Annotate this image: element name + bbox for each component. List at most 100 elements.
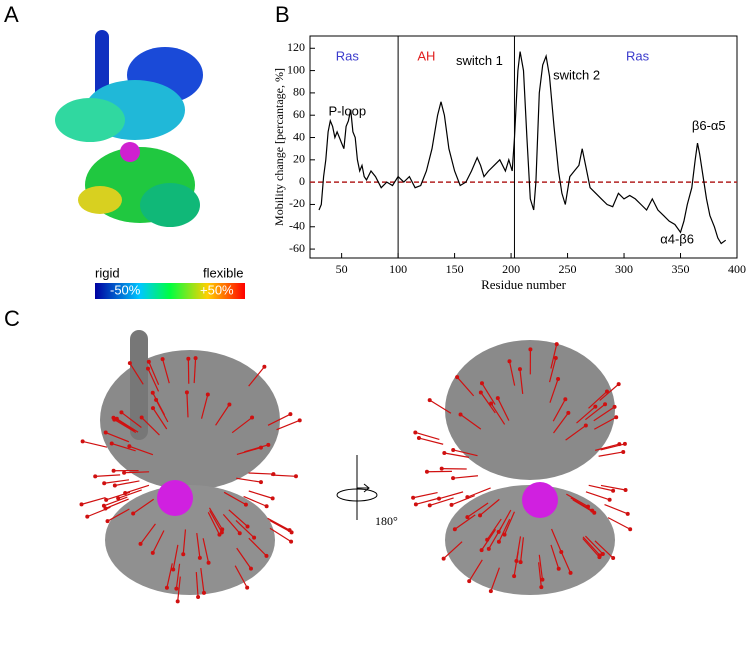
arrow (576, 406, 596, 424)
arrow-head (465, 495, 470, 500)
arrow-head (553, 355, 558, 360)
arrow (215, 404, 230, 426)
annotation: AH (417, 49, 435, 64)
arrow-head (496, 539, 501, 544)
arrow-head (237, 531, 242, 536)
arrow (236, 477, 262, 483)
arrow-head (478, 513, 483, 518)
arrow (124, 484, 150, 494)
arrow-head (413, 430, 418, 435)
arrow (222, 513, 241, 534)
arrow-head (427, 503, 432, 508)
arrow-head (186, 356, 191, 361)
arrow-head (566, 410, 571, 415)
arrow-head (411, 495, 416, 500)
arrow-head (289, 530, 294, 535)
panel-label: B (275, 2, 290, 27)
arrow (162, 358, 170, 384)
arrow-head (583, 423, 588, 428)
arrow-head (621, 449, 626, 454)
arrow (267, 517, 290, 531)
arrow-head (111, 468, 116, 473)
arrow-head (109, 441, 114, 446)
arrow (415, 497, 441, 505)
arrow-head (625, 511, 630, 516)
arrow (598, 451, 624, 457)
arrow-head (243, 502, 248, 507)
arrow-head (289, 539, 294, 544)
arrow (243, 495, 267, 507)
arrow (519, 369, 524, 395)
arrow (559, 549, 572, 574)
arrow (202, 538, 210, 563)
y-tick-label: -20 (289, 196, 305, 210)
arrow (582, 538, 600, 558)
arrow (550, 344, 558, 369)
arrow-head (103, 430, 108, 435)
arrow-head (93, 474, 98, 479)
y-tick-label: 120 (287, 40, 305, 54)
arrow-head (563, 397, 568, 402)
arrow (166, 563, 173, 588)
arrow (196, 532, 201, 558)
arrow-head (220, 527, 225, 532)
arrow (182, 529, 187, 555)
arrow-head (507, 359, 512, 364)
annotation: β6-α5 (692, 118, 726, 133)
arrow-head (495, 396, 500, 401)
arrow (248, 490, 273, 499)
arrow-head (592, 510, 597, 515)
arrow (585, 491, 610, 501)
arrow-head (604, 389, 609, 394)
arrow (121, 411, 142, 428)
arrow (479, 498, 500, 516)
arrow-head (455, 375, 460, 380)
arrow-head (146, 359, 151, 364)
arrow-head (439, 466, 444, 471)
arrow (415, 431, 440, 441)
arrow (186, 392, 189, 418)
arrow (124, 471, 150, 474)
arrow (81, 496, 106, 505)
arrow-head (297, 418, 302, 423)
arrow-head (441, 556, 446, 561)
arrow-head (539, 585, 544, 590)
arrow-head (184, 390, 189, 395)
arrow (481, 382, 496, 405)
arrow-head (160, 357, 165, 362)
arrow (438, 491, 464, 500)
arrow-head (127, 361, 132, 366)
arrow-head (568, 570, 573, 575)
arrow-head (288, 412, 293, 417)
arrow (566, 493, 589, 508)
arrow (172, 544, 179, 570)
arrow-head (85, 514, 90, 519)
arrow-head (427, 398, 432, 403)
arrow (103, 496, 128, 507)
arrow (550, 544, 560, 569)
arrow-head (611, 488, 616, 493)
arrow (248, 366, 265, 387)
arrow-head (227, 402, 232, 407)
arrow (467, 502, 489, 518)
arrow (582, 536, 601, 556)
colorbar-min: -50% (110, 282, 141, 297)
arrow-head (628, 527, 633, 532)
arrow-head (413, 502, 418, 507)
arrow (209, 510, 223, 533)
arrow (552, 398, 566, 422)
arrow (453, 475, 479, 479)
arrow-head (458, 412, 463, 417)
arrow (105, 491, 131, 501)
arrow-head (556, 377, 561, 382)
arrow (235, 520, 255, 539)
annotation: Ras (626, 49, 650, 64)
arrow (152, 530, 165, 554)
arrow-head (193, 356, 198, 361)
arrow (177, 576, 181, 602)
arrow-head (102, 481, 107, 486)
arrow (443, 541, 463, 560)
arrow-head (138, 541, 143, 546)
arrow (152, 407, 168, 430)
